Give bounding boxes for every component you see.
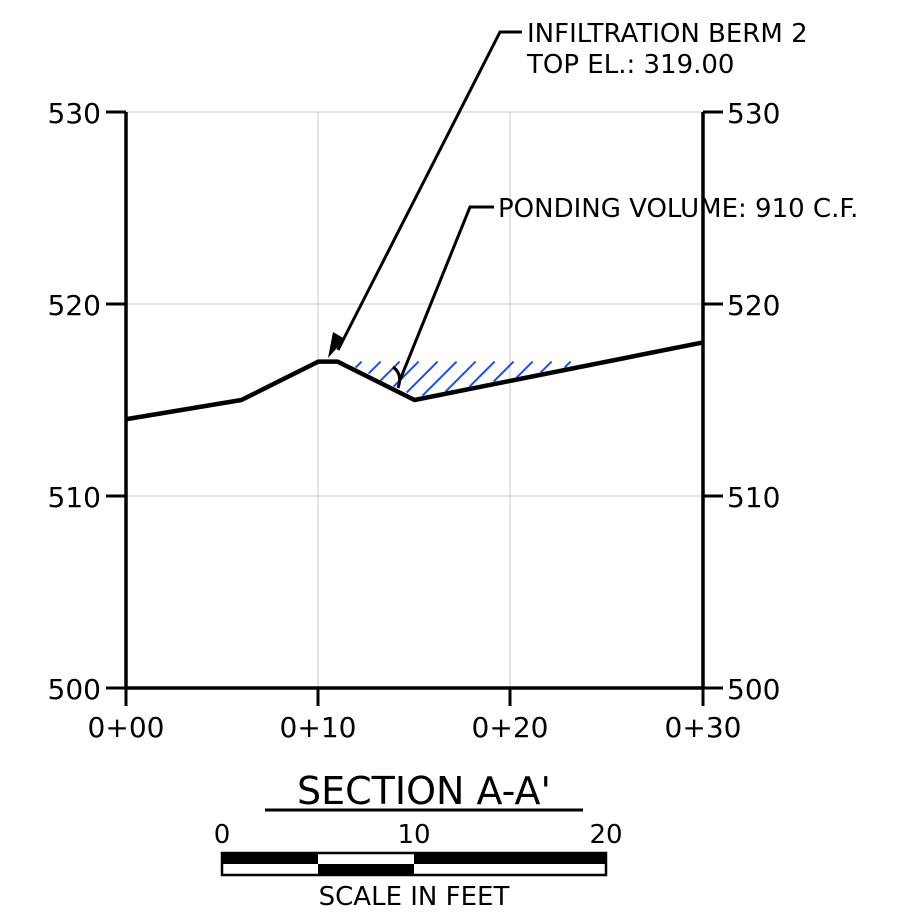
- scale-bar-segment: [318, 864, 414, 875]
- ponding-hatch: [354, 360, 572, 397]
- plot-frame: [124, 112, 705, 690]
- ponding-leader-line: [398, 205, 494, 381]
- berm-callout-line2: TOP EL.: 319.00: [526, 50, 734, 80]
- y-axis-right-labels: 530 520 510 500: [727, 97, 780, 706]
- ponding-hatch-line: [492, 360, 515, 383]
- berm-callout-line1: INFILTRATION BERM 2: [527, 19, 808, 49]
- y-label-right: 520: [727, 289, 780, 322]
- x-label: 0+10: [280, 711, 357, 744]
- berm-leader-line: [336, 30, 522, 351]
- ponding-callout-text: PONDING VOLUME: 910 C.F.: [498, 194, 858, 224]
- scale-label: 0: [214, 820, 231, 850]
- scale-label: 10: [397, 820, 430, 850]
- ponding-hatch-line: [354, 360, 363, 369]
- y-label-right: 500: [727, 673, 780, 706]
- axis-ticks: [106, 110, 723, 706]
- x-axis-labels: 0+00 0+10 0+20 0+30: [88, 711, 742, 744]
- y-axis-left-labels: 530 520 510 500: [48, 97, 101, 706]
- ponding-hatch-line: [468, 360, 496, 388]
- ponding-hatch-line: [539, 360, 553, 374]
- ponding-hatch-line: [421, 360, 458, 397]
- x-label: 0+30: [665, 711, 742, 744]
- ponding-hatch-line: [515, 360, 534, 379]
- grid: [126, 111, 703, 688]
- y-label-left: 520: [48, 289, 101, 322]
- y-label-left: 500: [48, 673, 101, 706]
- ponding-hatch-line: [367, 360, 382, 375]
- y-label-left: 510: [48, 481, 101, 514]
- ponding-hatch-line: [444, 360, 477, 393]
- berm-leader-arrowhead: [328, 332, 345, 358]
- scale-bar: 0 10 20 SCALE IN FEET: [214, 820, 623, 912]
- section-title: SECTION A-A': [297, 769, 551, 813]
- x-label: 0+00: [88, 711, 165, 744]
- ponding-hatch-line: [379, 360, 401, 382]
- ponding-leader-hook: [392, 365, 402, 389]
- ponding-hatch-line: [392, 360, 420, 388]
- x-label: 0+20: [472, 711, 549, 744]
- y-label-left: 530: [48, 97, 101, 130]
- ponding-callout: PONDING VOLUME: 910 C.F.: [392, 194, 858, 389]
- section-title-block: SECTION A-A': [265, 769, 583, 813]
- scale-label: 20: [589, 820, 622, 850]
- y-label-right: 530: [727, 97, 780, 130]
- ponding-hatch-line: [563, 360, 572, 369]
- y-label-right: 510: [727, 481, 780, 514]
- ground-profile-line: [125, 340, 704, 422]
- scale-caption: SCALE IN FEET: [319, 882, 510, 912]
- scale-bar-segment: [222, 853, 318, 864]
- scale-bar-segment: [414, 853, 606, 864]
- berm-callout: INFILTRATION BERM 2 TOP EL.: 319.00: [328, 19, 808, 358]
- ponding-hatch-line: [405, 360, 439, 394]
